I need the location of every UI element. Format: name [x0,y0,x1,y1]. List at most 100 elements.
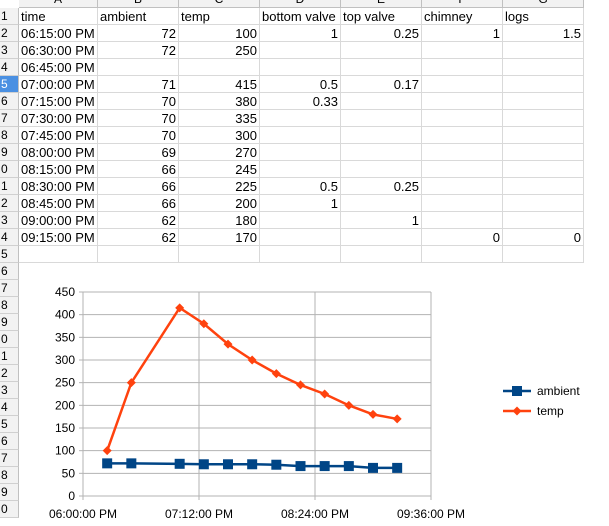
cell-f5[interactable] [422,76,503,93]
row-header-30[interactable]: 0 [0,501,19,518]
column-header-a[interactable]: A [19,0,98,8]
cell-c14[interactable]: 170 [179,229,260,246]
row-header-22[interactable]: 2 [0,365,19,382]
cell-c11[interactable]: 225 [179,178,260,195]
row-header-8[interactable]: 8 [0,127,19,144]
data-point-temp[interactable] [271,369,281,379]
cell-c7[interactable]: 335 [179,110,260,127]
cell-c8[interactable]: 300 [179,127,260,144]
column-header-g[interactable]: G [503,0,584,8]
row-header-14[interactable]: 4 [0,229,19,246]
row-header-15[interactable]: 5 [0,246,19,263]
cell-a14[interactable]: 09:15:00 PM [19,229,98,246]
cell-b2[interactable]: 72 [98,25,179,42]
cell-g15[interactable] [503,246,584,263]
data-point-ambient[interactable] [102,458,113,469]
row-header-7[interactable]: 7 [0,110,19,127]
row-header-23[interactable]: 3 [0,382,19,399]
cell-c10[interactable]: 245 [179,161,260,178]
column-header-d[interactable]: D [260,0,341,8]
cell-b3[interactable]: 72 [98,42,179,59]
cell-b15[interactable] [98,246,179,263]
cell-f1[interactable]: chimney [422,8,503,25]
data-point-temp[interactable] [175,303,185,313]
cell-f11[interactable] [422,178,503,195]
cell-g5[interactable] [503,76,584,93]
row-header-4[interactable]: 4 [0,59,19,76]
row-header-11[interactable]: 1 [0,178,19,195]
column-header-e[interactable]: E [341,0,422,8]
cell-b11[interactable]: 66 [98,178,179,195]
cell-c3[interactable]: 250 [179,42,260,59]
cell-e10[interactable] [341,161,422,178]
cell-d6[interactable]: 0.33 [260,93,341,110]
row-header-28[interactable]: 8 [0,467,19,484]
cell-e14[interactable] [341,229,422,246]
cell-c6[interactable]: 380 [179,93,260,110]
data-point-ambient[interactable] [392,462,403,473]
cell-a9[interactable]: 08:00:00 PM [19,144,98,161]
cell-g12[interactable] [503,195,584,212]
cell-a13[interactable]: 09:00:00 PM [19,212,98,229]
cell-b5[interactable]: 71 [98,76,179,93]
cell-f15[interactable] [422,246,503,263]
cell-a12[interactable]: 08:45:00 PM [19,195,98,212]
row-header-13[interactable]: 3 [0,212,19,229]
cell-g6[interactable] [503,93,584,110]
data-point-temp[interactable] [392,414,402,424]
cell-e4[interactable] [341,59,422,76]
cell-f2[interactable]: 1 [422,25,503,42]
cell-d10[interactable] [260,161,341,178]
row-header-17[interactable]: 7 [0,280,19,297]
cell-c12[interactable]: 200 [179,195,260,212]
cell-a6[interactable]: 07:15:00 PM [19,93,98,110]
data-point-temp[interactable] [199,319,209,329]
row-header-10[interactable]: 0 [0,161,19,178]
row-header-16[interactable]: 6 [0,263,19,280]
cell-e7[interactable] [341,110,422,127]
cell-b12[interactable]: 66 [98,195,179,212]
row-header-18[interactable]: 8 [0,297,19,314]
cell-e15[interactable] [341,246,422,263]
cell-d12[interactable]: 1 [260,195,341,212]
cell-f4[interactable] [422,59,503,76]
data-point-ambient[interactable] [319,461,330,472]
row-header-9[interactable]: 9 [0,144,19,161]
data-point-ambient[interactable] [223,459,233,470]
cell-b6[interactable]: 70 [98,93,179,110]
cell-b13[interactable]: 62 [98,212,179,229]
data-point-ambient[interactable] [343,461,354,472]
cell-d5[interactable]: 0.5 [260,76,341,93]
column-header-b[interactable]: B [98,0,179,8]
cell-b14[interactable]: 62 [98,229,179,246]
cell-b10[interactable]: 66 [98,161,179,178]
cell-c13[interactable]: 180 [179,212,260,229]
data-point-temp[interactable] [102,446,112,456]
cell-f14[interactable]: 0 [422,229,503,246]
cell-b9[interactable]: 69 [98,144,179,161]
cell-b4[interactable] [98,59,179,76]
cell-g13[interactable] [503,212,584,229]
cell-b1[interactable]: ambient [98,8,179,25]
cell-g1[interactable]: logs [503,8,584,25]
cell-d1[interactable]: bottom valve [260,8,341,25]
cell-d2[interactable]: 1 [260,25,341,42]
cell-f12[interactable] [422,195,503,212]
cell-a1[interactable]: time [19,8,98,25]
row-header-5[interactable]: 5 [0,76,19,93]
data-point-temp[interactable] [344,400,354,410]
cell-d9[interactable] [260,144,341,161]
cell-c1[interactable]: temp [179,8,260,25]
data-point-temp[interactable] [320,389,330,399]
cell-a5[interactable]: 07:00:00 PM [19,76,98,93]
cell-d15[interactable] [260,246,341,263]
data-point-ambient[interactable] [174,458,185,469]
cell-a8[interactable]: 07:45:00 PM [19,127,98,144]
row-header-2[interactable]: 2 [0,25,19,42]
row-header-6[interactable]: 6 [0,93,19,110]
row-header-24[interactable]: 4 [0,399,19,416]
cell-f10[interactable] [422,161,503,178]
cell-g4[interactable] [503,59,584,76]
cell-e9[interactable] [341,144,422,161]
